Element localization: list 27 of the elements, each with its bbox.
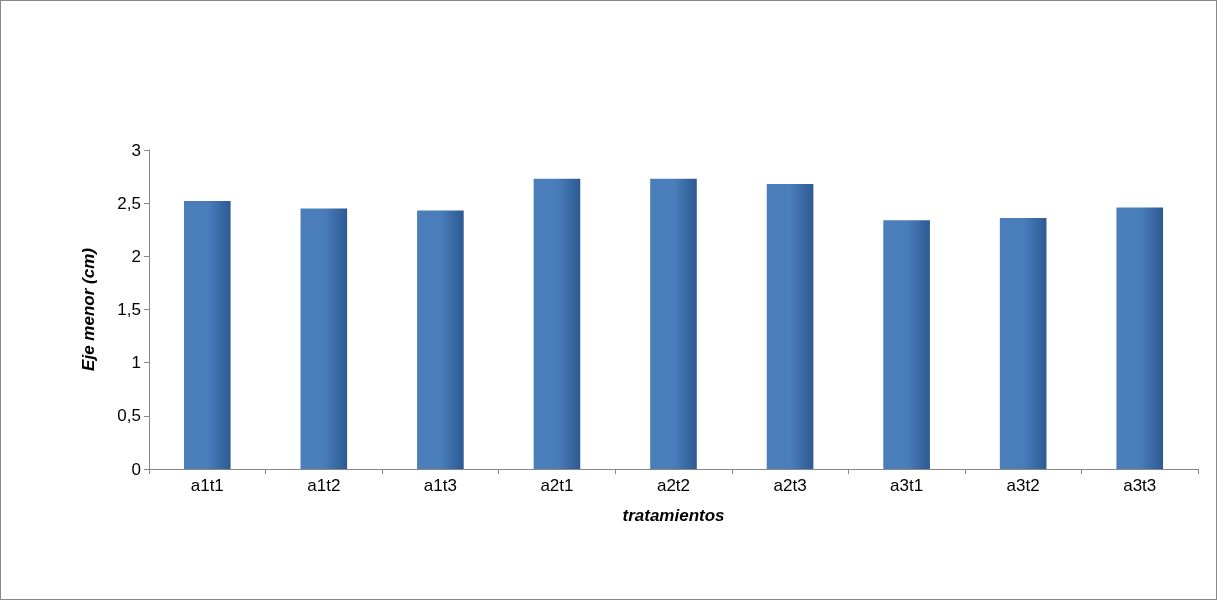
x-tick-label: a2t1 bbox=[540, 476, 574, 495]
y-tick-label: 0,5 bbox=[117, 406, 141, 426]
bar bbox=[883, 220, 930, 469]
x-tick-label: a1t1 bbox=[190, 476, 224, 495]
y-tick-label: 0 bbox=[131, 459, 141, 479]
y-tick-label: 3 bbox=[131, 140, 141, 160]
bar bbox=[1116, 207, 1164, 469]
x-tick-label: a3t2 bbox=[1006, 476, 1040, 495]
bar bbox=[533, 178, 581, 469]
y-tick-label: 2,5 bbox=[117, 193, 141, 213]
x-tick-label: a2t2 bbox=[656, 476, 691, 495]
x-tick-label: a3t3 bbox=[1123, 476, 1157, 495]
y-axis-title: Eje menor (cm) bbox=[79, 247, 98, 371]
bar bbox=[183, 201, 231, 469]
y-tick-label: 2 bbox=[131, 246, 141, 266]
bar bbox=[417, 210, 464, 469]
x-tick-label: a1t3 bbox=[423, 476, 457, 495]
y-tick-label: 1 bbox=[131, 353, 141, 373]
x-axis-title: tratamientos bbox=[622, 506, 725, 525]
bar bbox=[766, 184, 814, 469]
y-tick-label: 1,5 bbox=[117, 300, 141, 319]
x-tick-label: a1t2 bbox=[307, 476, 341, 495]
bar bbox=[650, 178, 697, 469]
bar bbox=[999, 218, 1047, 469]
x-tick-label: a2t3 bbox=[773, 476, 807, 495]
x-tick-label: a3t1 bbox=[890, 476, 924, 495]
bar bbox=[300, 208, 348, 469]
